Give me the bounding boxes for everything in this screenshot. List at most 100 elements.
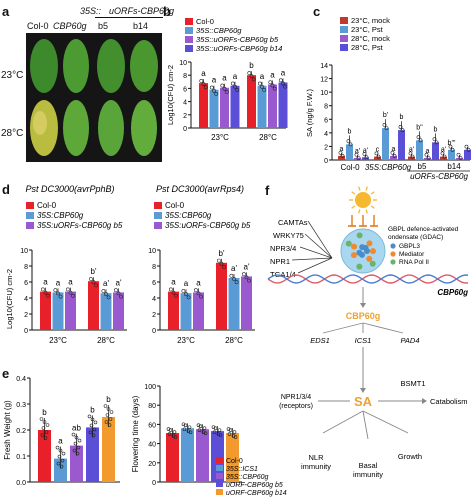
c-legend-label: 23°C, mock — [351, 16, 390, 25]
e-right-data-point — [196, 423, 201, 428]
panel-a-row-23: 23°C — [1, 70, 24, 81]
c-data-point — [448, 144, 453, 149]
e-left-data-point — [103, 404, 108, 408]
e-right-bar — [196, 429, 209, 482]
leaf-b5-28 — [98, 100, 124, 156]
b-legend-swatch — [185, 36, 193, 43]
d-left-y-tick-label: 0 — [24, 328, 28, 335]
e-legend-label: Col-0 — [226, 458, 243, 465]
f-output-label: NLR — [308, 453, 324, 462]
gdac-particle — [369, 248, 376, 255]
d-left-data-point — [116, 291, 121, 296]
d-right-legend-label: Col-0 — [165, 201, 185, 210]
b-data-point — [260, 84, 264, 89]
e-left-data-point — [42, 420, 47, 424]
d-left-bar — [100, 293, 112, 330]
d-left-x-tick-label: 28°C — [97, 336, 115, 345]
d-left-y-tick-label: 4 — [24, 296, 28, 303]
b-data-point — [214, 92, 219, 96]
e-right-bar — [181, 428, 194, 482]
d-left-x-tick-label: 23°C — [49, 336, 67, 345]
e-legend-swatch — [216, 489, 223, 495]
c-sig-label: a — [340, 146, 344, 153]
f-catabolism-label: Catabolism — [430, 397, 468, 406]
b-data-point — [270, 83, 275, 88]
d-right-data-point — [234, 280, 239, 285]
f-protein-label: CBP60g — [346, 311, 381, 321]
gdac-particle — [359, 251, 366, 258]
b-data-point — [220, 83, 225, 88]
panel-d-letter: d — [2, 182, 10, 197]
c-data-point — [410, 154, 415, 159]
e-left-y-tick-label: 0.1 — [16, 454, 26, 461]
c-data-point — [384, 126, 389, 131]
b-sig-label: b — [249, 61, 254, 70]
gdac-legend-dot — [390, 251, 396, 257]
c-y-tick-label: 4 — [324, 131, 328, 138]
e-left-bar — [38, 430, 51, 482]
c-data-point — [440, 151, 445, 156]
c-data-point — [450, 147, 455, 152]
e-left-data-point — [43, 436, 48, 440]
d-left-data-point — [71, 293, 76, 298]
d-right-x-tick-label: 23°C — [177, 336, 195, 345]
gdac-legend-label: Mediator — [399, 251, 425, 258]
b-data-point — [230, 81, 235, 86]
leaf-cbp-28 — [63, 100, 89, 156]
e-left-data-point — [61, 451, 66, 456]
c-x-tick-label: Col-0 — [340, 163, 360, 172]
d-left-sig-label: a — [68, 278, 73, 287]
e-legend-swatch — [216, 473, 223, 479]
e-left-data-point — [55, 445, 60, 450]
e-left-sig-label: a — [58, 437, 63, 446]
d-right-bar — [241, 276, 252, 330]
d-left-y-tick-label: 2 — [24, 312, 28, 319]
f-tf-arrow — [299, 246, 333, 259]
f-tf-label: TGA1/4 — [270, 270, 296, 279]
d-left-bar — [113, 292, 124, 330]
d-right-data-point — [244, 275, 249, 280]
e-left-data-point — [57, 454, 62, 459]
d-right-y-tick-label: 0 — [152, 328, 156, 335]
d-y-label: Log10(CFU) cm-2 — [5, 269, 14, 329]
c-data-point — [374, 151, 379, 156]
c-legend-label: 23°C, Pst — [351, 25, 384, 34]
d-right-data-point — [181, 289, 186, 293]
e-legend-label: 35S::ICS1 — [226, 466, 258, 473]
d-right-y-tick-label: 10 — [148, 248, 156, 255]
e-right-data-point — [198, 424, 203, 429]
c-bar — [374, 156, 381, 160]
c-sig-label: c — [376, 147, 380, 154]
e-legend-swatch — [216, 465, 223, 471]
e-legend-swatch — [216, 457, 223, 463]
d-right-data-point — [241, 272, 246, 277]
e-left-data-point — [60, 458, 65, 463]
f-tf-arrow — [297, 257, 333, 274]
sun-ray — [351, 205, 356, 209]
d-right-legend-label: 35S:uORFs-CBP60g b5 — [165, 221, 251, 230]
e-right-data-point — [181, 422, 186, 427]
b-data-point — [251, 77, 256, 82]
c-sig-label: a' — [441, 147, 446, 154]
e-right-data-point — [166, 427, 171, 431]
c-y-tick-label: 2 — [324, 144, 328, 151]
e-left-data-point — [107, 423, 112, 427]
sun-ray — [358, 209, 361, 214]
c-y-tick-label: 6 — [324, 117, 328, 124]
f-target-arrow — [362, 322, 404, 334]
b-data-point — [235, 88, 240, 92]
panel-c-letter: c — [313, 4, 321, 19]
b-x-tick-label: 23°C — [211, 133, 229, 142]
e-right-data-point — [211, 425, 216, 429]
b-y-tick-label: 0 — [183, 126, 187, 133]
e-right-bar — [166, 433, 179, 482]
leaf-b14-23 — [130, 40, 158, 92]
b-legend-swatch — [185, 27, 193, 34]
d-left-data-point — [41, 287, 45, 292]
f-tf-arrow — [307, 220, 333, 259]
d-right-sig-label: a — [184, 279, 189, 288]
d-right-data-point — [193, 288, 198, 293]
d-right-data-point — [216, 258, 221, 263]
gdac-legend-dot — [390, 243, 396, 249]
e-legend-label: uORF-CBP60g b14 — [226, 490, 287, 497]
